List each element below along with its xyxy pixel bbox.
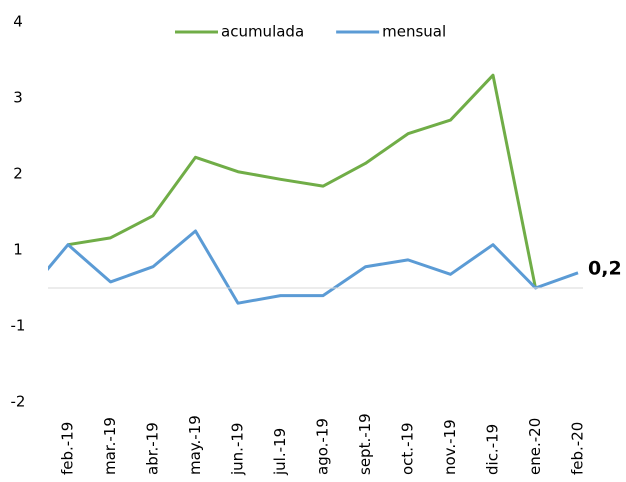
y-tick-label: 3 [13, 89, 23, 107]
y-tick-label: 2 [13, 165, 23, 183]
x-axis-labels: feb.-19 mar.-19 abr.-19 may.-19 jun.-19 jul.-… [59, 413, 587, 476]
x-tick-label: abr.-19 [144, 422, 162, 475]
y-tick-label: 1 [13, 241, 23, 259]
x-tick-label: feb.-19 [59, 422, 77, 475]
legend-label: acumulada [221, 23, 304, 41]
x-tick-label: ene.-20 [526, 418, 544, 475]
x-tick-label: ago.-19 [314, 418, 332, 475]
x-tick-label: may.-19 [186, 415, 204, 475]
y-tick-label: -1 [11, 317, 26, 335]
data-label: 0,2 [588, 257, 622, 279]
y-tick-label: 4 [13, 13, 23, 31]
x-tick-label: dic.-19 [484, 424, 502, 475]
x-tick-label: jun.-19 [229, 423, 247, 476]
legend-label: mensual [382, 23, 446, 41]
plot-area [48, 73, 579, 305]
y-tick-label: -2 [11, 393, 26, 411]
x-tick-label: feb.-20 [569, 422, 587, 475]
series-line [48, 229, 579, 305]
series-line [67, 73, 537, 289]
x-tick-label: oct.-19 [399, 422, 417, 475]
x-tick-label: nov.-19 [441, 419, 459, 475]
x-tick-label: jul.-19 [271, 428, 289, 476]
x-tick-label: sept.-19 [356, 413, 374, 475]
x-tick-label: mar.-19 [101, 417, 119, 475]
